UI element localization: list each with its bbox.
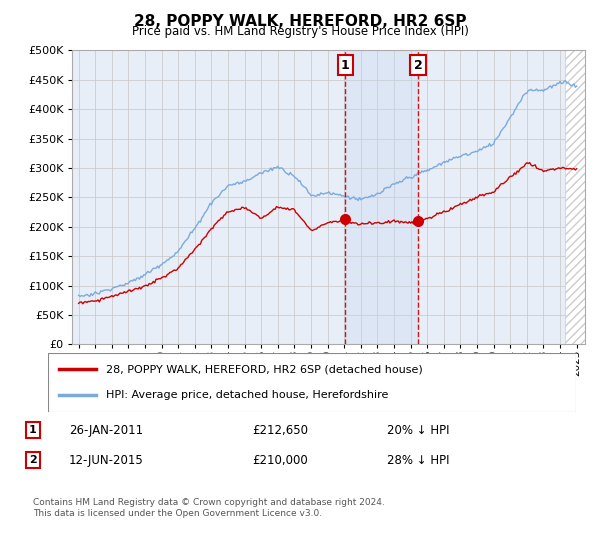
Text: 20% ↓ HPI: 20% ↓ HPI bbox=[387, 423, 449, 437]
Text: 2: 2 bbox=[414, 59, 422, 72]
Text: Contains HM Land Registry data © Crown copyright and database right 2024.
This d: Contains HM Land Registry data © Crown c… bbox=[33, 498, 385, 518]
Text: HPI: Average price, detached house, Herefordshire: HPI: Average price, detached house, Here… bbox=[106, 390, 388, 400]
Text: 12-JUN-2015: 12-JUN-2015 bbox=[69, 454, 144, 467]
Text: 1: 1 bbox=[29, 425, 37, 435]
Bar bbox=[346, 50, 418, 344]
Text: 28, POPPY WALK, HEREFORD, HR2 6SP: 28, POPPY WALK, HEREFORD, HR2 6SP bbox=[134, 14, 466, 29]
Text: £210,000: £210,000 bbox=[252, 454, 308, 467]
Text: Price paid vs. HM Land Registry's House Price Index (HPI): Price paid vs. HM Land Registry's House … bbox=[131, 25, 469, 38]
Text: 26-JAN-2011: 26-JAN-2011 bbox=[69, 423, 143, 437]
Bar bbox=[565, 50, 585, 344]
Text: 1: 1 bbox=[341, 59, 350, 72]
Text: 2: 2 bbox=[29, 455, 37, 465]
Text: 28, POPPY WALK, HEREFORD, HR2 6SP (detached house): 28, POPPY WALK, HEREFORD, HR2 6SP (detac… bbox=[106, 364, 423, 374]
Text: £212,650: £212,650 bbox=[252, 423, 308, 437]
Text: 28% ↓ HPI: 28% ↓ HPI bbox=[387, 454, 449, 467]
